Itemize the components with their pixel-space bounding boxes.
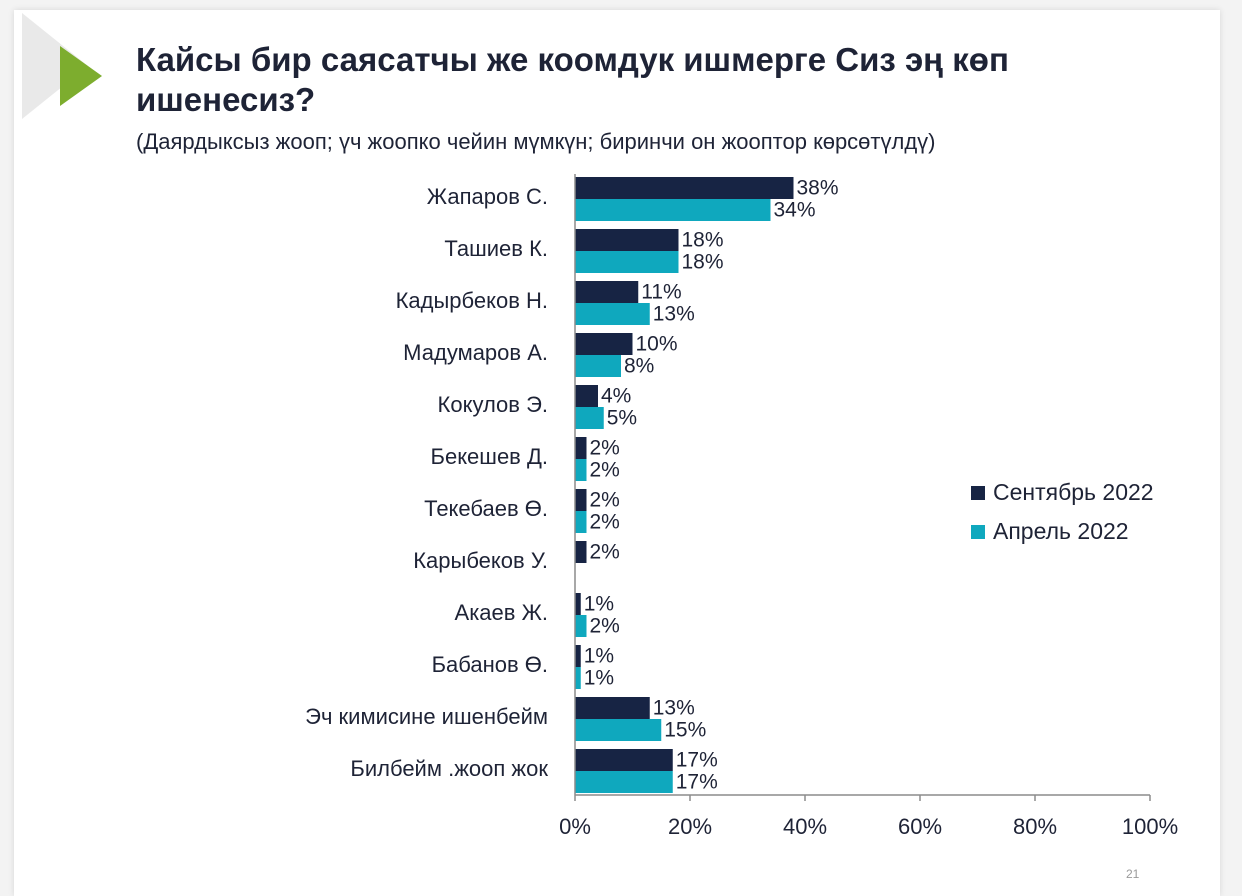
data-label: 18% — [682, 251, 724, 274]
bar-september — [575, 697, 650, 719]
data-label: 4% — [601, 385, 631, 408]
x-tick-label: 40% — [783, 814, 827, 839]
slide-subtitle: (Даярдыксыз жооп; үч жоопко чейин мүмкүн… — [136, 129, 936, 154]
category-labels: Жапаров С. Ташиев К. Кадырбеков Н. Мадумаро… — [305, 184, 548, 781]
bar-september — [575, 593, 581, 615]
bar-september — [575, 489, 587, 511]
legend-swatch — [971, 486, 985, 500]
x-tick-label: 80% — [1013, 814, 1057, 839]
bar-april — [575, 407, 604, 429]
legend-swatch — [971, 525, 985, 539]
bar-april — [575, 667, 581, 689]
bar-september — [575, 281, 639, 303]
data-label: 17% — [676, 771, 718, 794]
x-axis: 0% 20% 40% 60% 80% 100% — [559, 174, 1178, 839]
bars: 38%34%18%18%11%13%10%8%4%5%2%2%2%2%2%1%2… — [575, 177, 839, 794]
page-number: 21 — [1126, 867, 1140, 881]
data-label: 2% — [590, 511, 620, 534]
data-label: 5% — [607, 407, 637, 430]
category-label: Жапаров С. — [427, 184, 548, 209]
data-label: 34% — [774, 199, 816, 222]
bar-september — [575, 333, 633, 355]
legend-label: Апрель 2022 — [993, 518, 1129, 544]
category-label: Текебаев Ө. — [424, 496, 548, 521]
bar-april — [575, 251, 679, 273]
bar-april — [575, 355, 621, 377]
arrow-gray-shape — [22, 13, 88, 119]
category-label: Кокулов Э. — [438, 392, 548, 417]
data-label: 1% — [584, 667, 614, 690]
slide-title: Кайсы бир саясатчы же коомдук ишмерге Си… — [136, 41, 1009, 118]
bar-april — [575, 459, 587, 481]
category-label: Карыбеков У. — [413, 548, 548, 573]
data-label: 2% — [590, 437, 620, 460]
category-label: Ташиев К. — [444, 236, 548, 261]
bar-april — [575, 199, 771, 221]
data-label: 1% — [584, 593, 614, 616]
bar-april — [575, 615, 587, 637]
data-label: 1% — [584, 645, 614, 668]
category-label: Мадумаров А. — [403, 340, 548, 365]
legend-label: Сентябрь 2022 — [993, 479, 1154, 505]
slide: 21 — [14, 10, 1220, 896]
data-label: 10% — [636, 333, 678, 356]
bar-september — [575, 177, 794, 199]
data-label: 17% — [676, 749, 718, 772]
bar-september — [575, 645, 581, 667]
bar-september — [575, 437, 587, 459]
data-label: 38% — [797, 177, 839, 200]
data-label: 13% — [653, 697, 695, 720]
x-tick-label: 60% — [898, 814, 942, 839]
bar-september — [575, 385, 598, 407]
data-label: 2% — [590, 489, 620, 512]
legend: Сентябрь 2022 Апрель 2022 — [971, 479, 1154, 544]
data-label: 15% — [664, 719, 706, 742]
data-label: 13% — [653, 303, 695, 326]
data-label: 8% — [624, 355, 654, 378]
data-label: 2% — [590, 541, 620, 564]
bar-september — [575, 541, 587, 563]
decor-arrow-icon — [22, 13, 102, 119]
category-label: Бекешев Д. — [431, 444, 548, 469]
bar-september — [575, 229, 679, 251]
bar-april — [575, 771, 673, 793]
category-label: Кадырбеков Н. — [396, 288, 548, 313]
bar-april — [575, 719, 662, 741]
x-tick-label: 0% — [559, 814, 591, 839]
bar-april — [575, 303, 650, 325]
x-tick-label: 100% — [1122, 814, 1178, 839]
category-label: Эч кимисине ишенбейм — [305, 704, 548, 729]
category-label: Бабанов Ө. — [432, 652, 548, 677]
data-label: 2% — [590, 459, 620, 482]
arrow-green-shape — [60, 46, 102, 106]
data-label: 2% — [590, 615, 620, 638]
x-tick-label: 20% — [668, 814, 712, 839]
data-label: 11% — [641, 281, 681, 304]
bar-september — [575, 749, 673, 771]
category-label: Билбейм .жооп жок — [350, 756, 548, 781]
data-label: 18% — [682, 229, 724, 252]
bar-april — [575, 511, 587, 533]
category-label: Акаев Ж. — [455, 600, 548, 625]
